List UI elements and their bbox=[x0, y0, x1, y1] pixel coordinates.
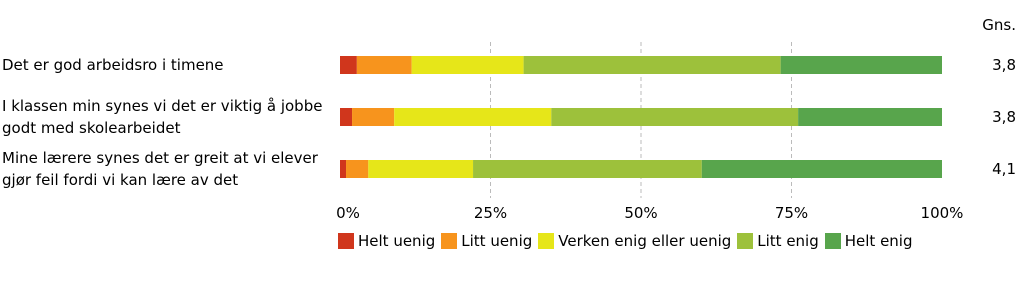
bar-segment bbox=[411, 56, 524, 74]
bar-segment bbox=[551, 108, 799, 126]
average-label: 3,8 bbox=[992, 56, 1016, 74]
bar-segment bbox=[368, 160, 474, 178]
legend-item: Helt enig bbox=[824, 230, 913, 252]
legend-label: Litt uenig bbox=[461, 232, 533, 250]
bar-segment bbox=[780, 56, 942, 74]
bar-segment bbox=[352, 108, 395, 126]
x-tick-label: 100% bbox=[920, 204, 964, 222]
average-label: 4,1 bbox=[992, 160, 1016, 178]
x-tick-label: 25% bbox=[473, 204, 508, 222]
bar-segment bbox=[346, 160, 369, 178]
legend: Helt uenig Litt uenig Verken enig eller ue… bbox=[338, 230, 938, 252]
average-label: 3,8 bbox=[992, 108, 1016, 126]
bar-segment bbox=[701, 160, 942, 178]
legend-swatch bbox=[441, 233, 458, 249]
bar-segment bbox=[394, 108, 552, 126]
legend-label: Helt uenig bbox=[358, 232, 436, 250]
category-label: Mine lærere synes det er greit at vi ele… bbox=[2, 149, 318, 189]
legend-swatch bbox=[538, 233, 555, 249]
x-tick-label: 0% bbox=[336, 204, 360, 222]
bar-segment bbox=[356, 56, 412, 74]
legend-swatch bbox=[737, 233, 754, 249]
legend-label: Verken enig eller uenig bbox=[558, 232, 732, 250]
bar-segment bbox=[523, 56, 781, 74]
bar-segment bbox=[340, 108, 353, 126]
legend-swatch bbox=[338, 233, 354, 249]
bar-segment bbox=[340, 56, 357, 74]
legend-item: Litt uenig bbox=[441, 230, 532, 252]
average-title: Gns. bbox=[982, 16, 1016, 34]
legend-item: Helt uenig bbox=[338, 230, 435, 252]
category-label: I klassen min synes vi det er viktig å j… bbox=[2, 97, 323, 137]
legend-label: Helt enig bbox=[844, 232, 913, 250]
legend-item: Litt enig bbox=[737, 230, 819, 252]
legend-item: Verken enig eller uenig bbox=[538, 230, 731, 252]
category-label: Det er god arbeidsro i timene bbox=[2, 56, 224, 74]
bar-segment bbox=[340, 160, 347, 178]
legend-label: Litt enig bbox=[757, 232, 819, 250]
x-tick-label: 75% bbox=[774, 204, 809, 222]
bar-segment bbox=[473, 160, 702, 178]
bar-segment bbox=[798, 108, 942, 126]
x-tick-label: 50% bbox=[624, 204, 658, 222]
legend-swatch bbox=[824, 233, 841, 249]
